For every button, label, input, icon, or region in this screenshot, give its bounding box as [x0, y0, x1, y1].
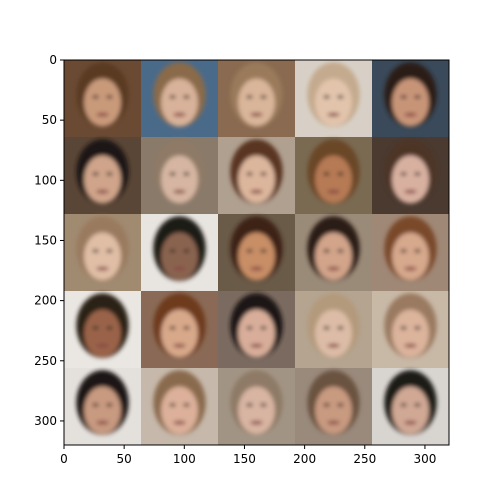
y-tick-label: 100 [34, 173, 57, 187]
y-tick-label: 0 [49, 53, 57, 67]
face-tile [64, 291, 142, 369]
x-tick-label: 100 [173, 452, 196, 466]
face-tile [218, 291, 296, 369]
x-tick-label: 250 [353, 452, 376, 466]
y-tick-label: 200 [34, 294, 57, 308]
face-tile [295, 214, 373, 292]
y-axis: 0 50 100 150 200 250 300 [34, 53, 64, 428]
y-tick-label: 300 [34, 414, 57, 428]
x-tick-label: 300 [413, 452, 436, 466]
face-tile [218, 137, 296, 215]
face-tile [295, 60, 373, 138]
image-frame [63, 59, 450, 446]
face-tile [295, 137, 373, 215]
face-tile [141, 137, 219, 215]
y-tick-label: 50 [42, 113, 57, 127]
y-tick-label: 150 [34, 233, 57, 247]
face-tile [372, 291, 449, 369]
face-tile [372, 368, 449, 445]
face-tile [218, 60, 296, 138]
face-tile [372, 60, 449, 138]
face-tile [64, 60, 142, 138]
face-tile [141, 214, 219, 292]
face-tile [141, 291, 219, 369]
face-tile [218, 368, 296, 445]
face-tile [64, 214, 142, 292]
face-tile [295, 291, 373, 369]
face-tile [141, 60, 219, 138]
x-tick-label: 150 [233, 452, 256, 466]
face-tile [372, 137, 449, 215]
x-axis: 0 50 100 150 200 250 300 [60, 445, 436, 466]
face-tile [64, 137, 142, 215]
face-tile [218, 214, 296, 292]
y-tick-label: 250 [34, 354, 57, 368]
face-tile-grid [64, 60, 449, 445]
face-tile [64, 368, 142, 445]
face-tile [372, 214, 449, 292]
face-tile [141, 368, 219, 445]
face-tile [295, 368, 373, 445]
x-tick-label: 0 [60, 452, 68, 466]
x-tick-label: 50 [117, 452, 132, 466]
x-tick-label: 200 [293, 452, 316, 466]
